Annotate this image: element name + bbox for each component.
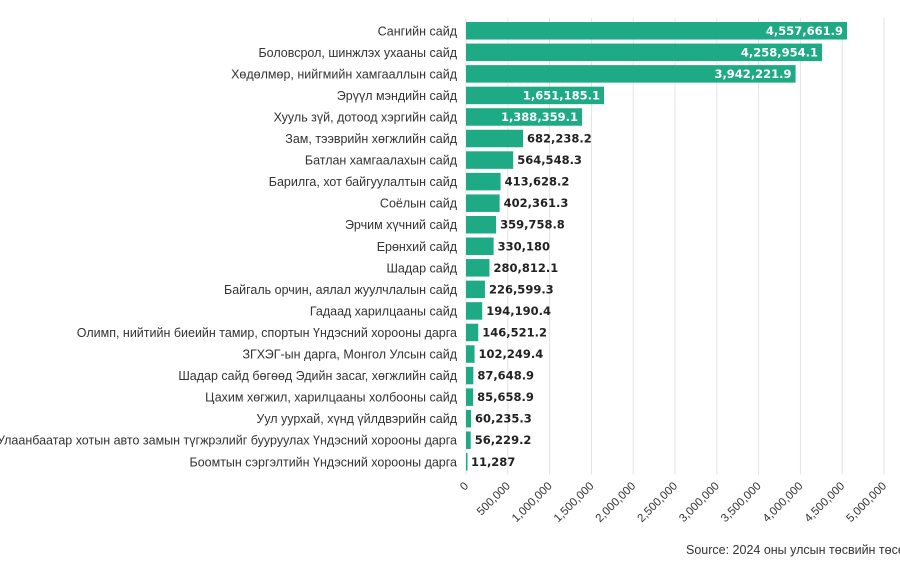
bar	[466, 65, 796, 83]
value-label: 359,758.8	[500, 218, 565, 232]
bar	[466, 366, 474, 385]
category-label: Барилга, хот байгуулалтын сайд	[269, 175, 458, 189]
bar	[466, 302, 483, 320]
value-label: 87,648.9	[477, 369, 534, 383]
value-label: 85,658.9	[477, 390, 534, 404]
x-tick-label: 2,000,000	[594, 480, 639, 525]
category-label: Улаанбаатар хотын авто замын түгжрэлийг …	[0, 434, 457, 448]
value-label: 1,651,185.1	[523, 88, 600, 102]
bars	[466, 22, 848, 471]
value-label: 226,599.3	[489, 282, 554, 296]
bar	[466, 280, 485, 299]
x-tick-label: 3,000,000	[677, 480, 722, 525]
bar	[466, 129, 524, 148]
category-label: Эрүүл мэндийн сайд	[337, 89, 458, 103]
value-label: 682,238.2	[527, 132, 592, 146]
bar	[466, 86, 605, 105]
category-label: Уул уурхай, хүнд үйлдвэрийн сайд	[256, 412, 457, 426]
category-label: Эрчим хүчний сайд	[345, 218, 458, 232]
value-label: 56,229.2	[475, 433, 532, 447]
value-label: 4,258,954.1	[741, 45, 818, 59]
category-label: Соёлын сайд	[380, 197, 458, 211]
value-label: 413,628.2	[505, 175, 570, 189]
bar	[466, 259, 490, 277]
category-label: Шадар сайд	[386, 261, 457, 275]
category-labels: Сангийн сайд Боловсрол, шинжлэх ухааны са…	[0, 24, 458, 469]
x-tick-label: 1,000,000	[510, 480, 555, 525]
category-label: Боловсрол, шинжлэх ухааны сайд	[258, 46, 457, 60]
value-label: 146,521.2	[482, 325, 547, 339]
bar	[466, 237, 494, 256]
value-label: 4,557,661.9	[766, 24, 843, 38]
category-label: Сангийн сайд	[378, 24, 458, 38]
bar	[466, 43, 823, 62]
x-tick-label: 4,000,000	[761, 480, 806, 525]
bar	[466, 194, 500, 212]
bar	[466, 323, 479, 342]
x-tick-label: 0	[458, 480, 471, 493]
category-label: Олимп, нийтийн биеийн тамир, спортын Үнд…	[77, 326, 457, 340]
value-label: 194,190.4	[486, 304, 551, 318]
category-label: Боомтын сэргэлтийн Үндэсний хорооны дарг…	[190, 455, 458, 469]
x-tick-label: 5,000,000	[844, 480, 889, 525]
category-label: Хууль зүй, дотоод хэргийн сайд	[274, 110, 458, 124]
x-tick-label: 3,500,000	[719, 480, 764, 525]
value-labels: 4,557,661.9 4,258,954.1 3,942,221.9 1,651,1…	[471, 24, 843, 469]
value-label: 280,812.1	[493, 261, 558, 275]
bar	[466, 151, 514, 169]
bar	[466, 388, 474, 406]
category-label: Хөдөлмөр, нийгмийн хамгааллын сайд	[231, 67, 458, 81]
bar	[466, 108, 583, 126]
value-label: 3,942,221.9	[714, 67, 791, 81]
x-tick-label: 2,500,000	[635, 480, 680, 525]
x-tick-label: 500,000	[475, 480, 513, 518]
value-label: 330,180	[498, 239, 550, 253]
x-tick-label: 4,500,000	[803, 480, 848, 525]
value-label: 102,249.4	[479, 347, 544, 361]
value-label: 564,548.3	[517, 153, 582, 167]
category-label: Зам, тээврийн хөгжлийн сайд	[285, 132, 457, 146]
value-label: 11,287	[471, 455, 515, 469]
value-label: 1,388,359.1	[501, 110, 578, 124]
source-note: Source: 2024 оны улсын төсвийн төсөл	[686, 543, 900, 557]
category-label: Гадаад харилцааны сайд	[310, 304, 458, 318]
bar	[466, 345, 475, 363]
bar	[466, 172, 501, 191]
bar	[466, 215, 497, 234]
x-tick-label: 1,500,000	[552, 480, 597, 525]
value-label: 402,361.3	[504, 196, 569, 210]
x-axis-ticks: 0 500,0001,000,0001,500,0002,000,0002,500…	[458, 480, 889, 525]
bar	[466, 453, 468, 471]
category-label: Ерөнхий сайд	[377, 240, 458, 254]
bar	[466, 22, 848, 40]
bar	[466, 431, 471, 449]
category-label: Батлан хамгаалахын сайд	[305, 154, 458, 168]
bar-chart: Сангийн сайд Боловсрол, шинжлэх ухааны са…	[0, 18, 889, 525]
value-label: 60,235.3	[475, 412, 532, 426]
category-label: Цахим хөгжил, харилцааны холбооны сайд	[205, 391, 458, 405]
category-label: Байгаль орчин, аялал жуулчлалын сайд	[224, 283, 458, 297]
bar	[466, 409, 472, 428]
category-label: ЗГХЭГ-ын дарга, Монгол Улсын сайд	[242, 348, 457, 362]
category-label: Шадар сайд бөгөөд Эдийн засаг, хөгжлийн …	[178, 369, 457, 383]
